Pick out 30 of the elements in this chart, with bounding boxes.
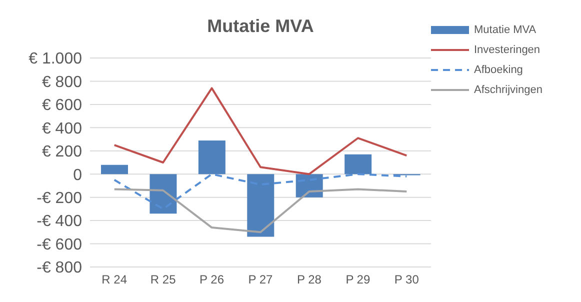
y-tick-label: € 600 [42,97,82,114]
x-tick-label: P 28 [296,272,322,287]
y-tick-label: € 1.000 [28,50,82,68]
bar [247,174,274,237]
y-tick-label: € 200 [42,144,82,161]
legend-label: Investeringen [474,44,540,56]
x-tick-label: P 30 [394,272,420,287]
bar [198,140,226,174]
x-tick-label: R 25 [150,272,176,287]
y-tick-label: -€ 600 [36,236,82,254]
y-tick-label: 0 [73,166,82,184]
x-tick-label: P 29 [346,272,370,287]
y-tick-label: -€ 400 [36,213,82,230]
line-series [113,173,408,210]
y-tick-label: -€ 800 [36,260,82,277]
y-tick-label: € 800 [42,74,82,91]
line-series [113,87,408,176]
legend-label: Afschrijvingen [474,84,542,96]
line-series [113,188,408,234]
legend-label: Afboeking [474,64,523,76]
bar [344,154,372,174]
legend-label: Mutatie MVA [474,24,536,36]
bar [101,164,128,174]
y-tick-label: -€ 200 [36,190,82,208]
y-tick-label: € 400 [42,120,82,138]
bar [150,174,177,214]
x-tick-label: P 26 [200,272,224,287]
x-tick-label: R 24 [102,272,128,287]
x-tick-label: P 27 [248,272,274,287]
chart-title: Mutatie MVA [207,16,314,36]
